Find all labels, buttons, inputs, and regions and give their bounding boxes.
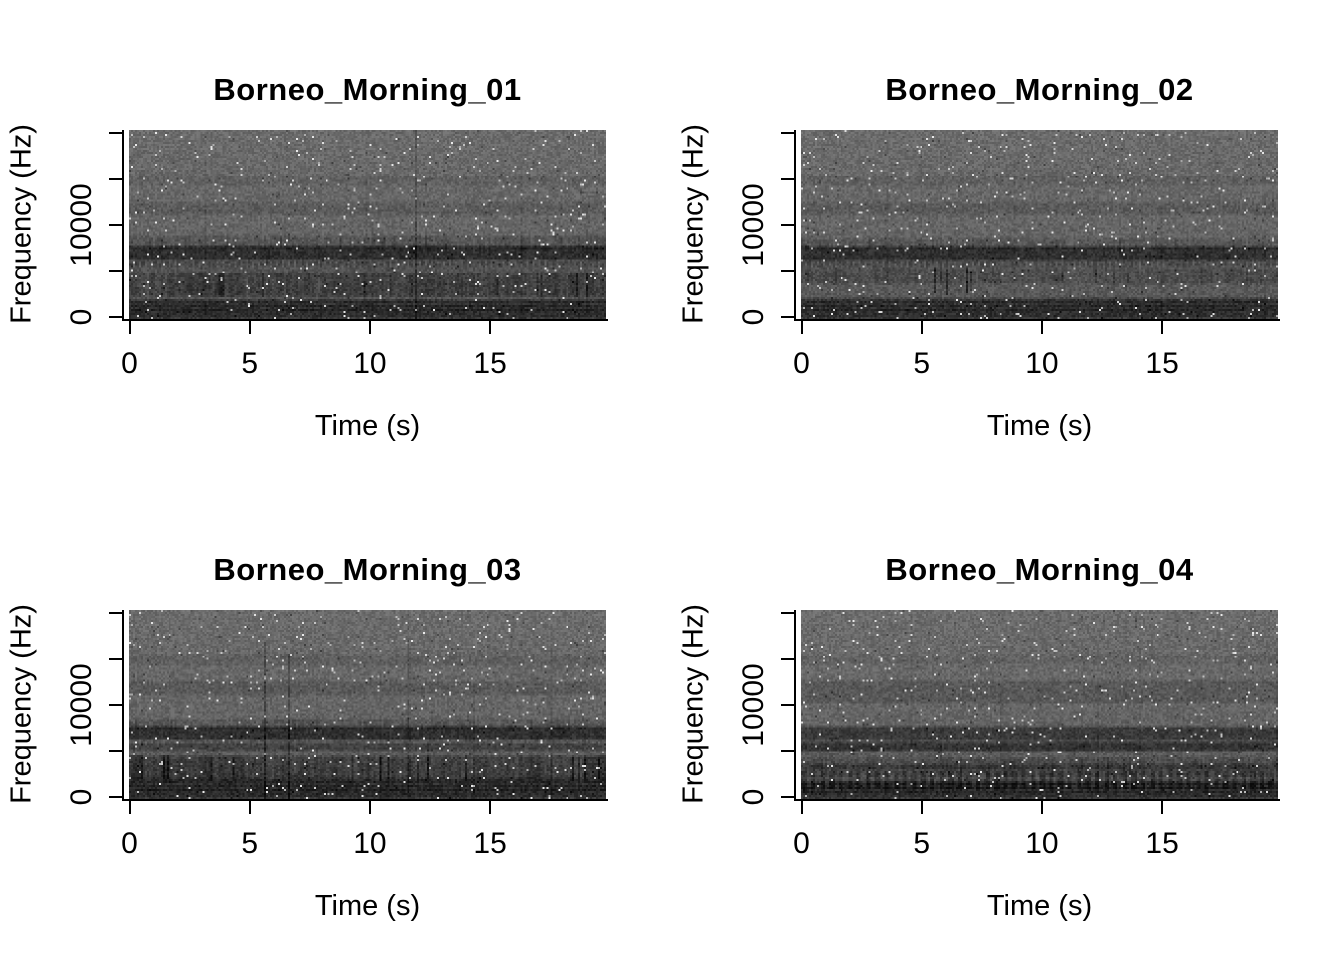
x-axis-title: Time (s) <box>314 890 421 922</box>
x-tick-label: 0 <box>121 827 138 860</box>
y-tick-label: 0 <box>737 308 770 326</box>
x-tick-mark <box>800 801 803 814</box>
y-tick-mark <box>781 315 794 318</box>
y-tick-label: 10000 <box>737 663 770 747</box>
x-tick-label: 15 <box>473 827 507 860</box>
x-axis-line <box>122 799 608 801</box>
x-tick-mark <box>920 801 923 814</box>
x-tick-label: 5 <box>241 827 259 860</box>
y-axis-title: Frequency (Hz) <box>677 124 710 324</box>
x-tick-mark <box>920 321 923 334</box>
y-tick-label: 10000 <box>65 183 98 267</box>
x-tick-label: 10 <box>1025 347 1059 380</box>
x-tick-label: 15 <box>1145 827 1179 860</box>
x-tick-label: 0 <box>793 347 810 380</box>
x-tick-mark <box>368 321 371 334</box>
y-tick-mark <box>109 177 122 180</box>
y-tick-mark <box>109 223 122 226</box>
x-tick-mark <box>1161 321 1164 334</box>
x-axis-line <box>794 319 1280 321</box>
x-tick-label: 10 <box>1025 827 1059 860</box>
y-axis-title: Frequency (Hz) <box>677 604 710 804</box>
x-tick-mark <box>800 321 803 334</box>
y-axis-line <box>794 130 796 321</box>
x-tick-mark <box>248 321 251 334</box>
x-tick-label: 5 <box>241 347 259 380</box>
x-tick-mark <box>1040 321 1043 334</box>
y-tick-mark <box>109 657 122 660</box>
x-tick-mark <box>128 321 131 334</box>
y-axis-line <box>122 610 124 801</box>
y-tick-mark <box>109 315 122 318</box>
x-tick-label: 5 <box>913 347 931 380</box>
x-tick-mark <box>1161 801 1164 814</box>
x-axis-title: Time (s) <box>986 890 1093 922</box>
y-tick-mark <box>781 177 794 180</box>
y-tick-label: 0 <box>65 308 98 326</box>
x-tick-mark <box>489 801 492 814</box>
y-tick-mark <box>781 703 794 706</box>
x-tick-label: 0 <box>793 827 810 860</box>
spectrogram-image <box>129 130 606 319</box>
x-tick-label: 10 <box>353 347 387 380</box>
x-tick-label: 15 <box>1145 347 1179 380</box>
panel-borneo-morning-01: Borneo_Morning_01 Frequency (Hz) 0 5 10 15 0… <box>0 0 672 480</box>
panel-borneo-morning-04: Borneo_Morning_04 Frequency (Hz) 0 5 10 15 0… <box>672 480 1344 960</box>
y-tick-mark <box>109 703 122 706</box>
y-tick-label: 0 <box>65 788 98 806</box>
x-tick-mark <box>489 321 492 334</box>
y-tick-mark <box>781 223 794 226</box>
y-tick-mark <box>781 269 794 272</box>
y-tick-mark <box>109 611 122 614</box>
y-tick-mark <box>781 749 794 752</box>
x-tick-label: 0 <box>121 347 138 380</box>
spectrogram-image <box>129 610 606 799</box>
panel-borneo-morning-02: Borneo_Morning_02 Frequency (Hz) 0 5 10 15 0… <box>672 0 1344 480</box>
spectrogram-image <box>801 130 1278 319</box>
panel-borneo-morning-03: Borneo_Morning_03 Frequency (Hz) 0 5 10 15 0… <box>0 480 672 960</box>
y-tick-mark <box>781 611 794 614</box>
x-tick-mark <box>128 801 131 814</box>
x-axis-line <box>794 799 1280 801</box>
y-axis-title: Frequency (Hz) <box>5 124 38 324</box>
panel-title: Borneo_Morning_04 <box>885 551 1194 587</box>
x-axis-line <box>122 319 608 321</box>
x-tick-label: 15 <box>473 347 507 380</box>
x-tick-label: 5 <box>913 827 931 860</box>
y-tick-mark <box>109 795 122 798</box>
panel-title: Borneo_Morning_01 <box>213 71 522 107</box>
x-axis-title: Time (s) <box>986 410 1093 442</box>
x-axis-title: Time (s) <box>314 410 421 442</box>
panel-title: Borneo_Morning_02 <box>885 71 1194 107</box>
panel-title: Borneo_Morning_03 <box>213 551 522 587</box>
y-axis-title: Frequency (Hz) <box>5 604 38 804</box>
y-tick-mark <box>781 795 794 798</box>
y-tick-label: 0 <box>737 788 770 806</box>
y-tick-label: 10000 <box>737 183 770 267</box>
y-tick-mark <box>109 269 122 272</box>
x-tick-label: 10 <box>353 827 387 860</box>
y-tick-mark <box>781 131 794 134</box>
x-tick-mark <box>368 801 371 814</box>
x-tick-mark <box>248 801 251 814</box>
y-tick-label: 10000 <box>65 663 98 747</box>
y-tick-mark <box>109 131 122 134</box>
y-tick-mark <box>781 657 794 660</box>
spectrogram-image <box>801 610 1278 799</box>
y-axis-line <box>122 130 124 321</box>
x-tick-mark <box>1040 801 1043 814</box>
y-axis-line <box>794 610 796 801</box>
y-tick-mark <box>109 749 122 752</box>
